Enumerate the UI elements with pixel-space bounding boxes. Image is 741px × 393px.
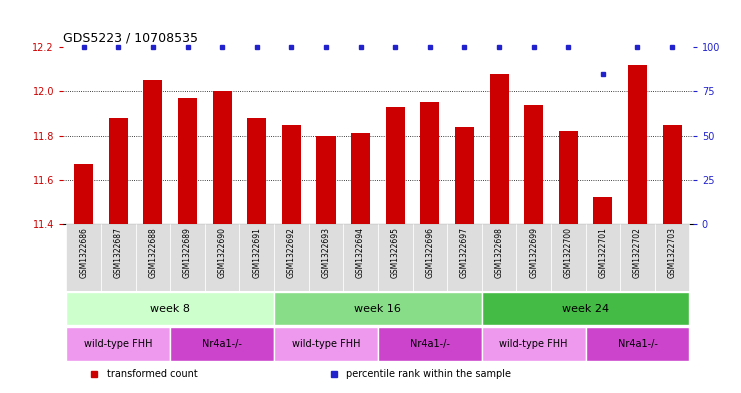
Bar <box>247 118 266 393</box>
Text: transformed count: transformed count <box>107 369 198 379</box>
Bar <box>67 327 170 361</box>
Text: GSM1322692: GSM1322692 <box>287 227 296 278</box>
Text: GSM1322691: GSM1322691 <box>252 227 262 278</box>
Bar <box>74 164 93 393</box>
Bar <box>136 224 170 291</box>
Bar <box>524 105 543 393</box>
Bar <box>413 224 447 291</box>
Text: GSM1322698: GSM1322698 <box>494 227 504 278</box>
Text: GSM1322695: GSM1322695 <box>391 227 399 278</box>
Bar <box>420 103 439 393</box>
Bar <box>309 224 343 291</box>
Bar <box>274 224 309 291</box>
Bar <box>343 224 378 291</box>
Text: GSM1322687: GSM1322687 <box>114 227 123 278</box>
Bar <box>628 65 647 393</box>
Text: week 24: week 24 <box>562 303 609 314</box>
Text: week 8: week 8 <box>150 303 190 314</box>
Text: Nr4a1-/-: Nr4a1-/- <box>410 339 450 349</box>
Bar <box>620 224 655 291</box>
Text: week 16: week 16 <box>354 303 402 314</box>
Text: percentile rank within the sample: percentile rank within the sample <box>347 369 511 379</box>
Bar <box>490 73 508 393</box>
Bar <box>559 131 578 393</box>
Bar <box>482 327 585 361</box>
Text: GSM1322693: GSM1322693 <box>322 227 330 278</box>
Bar <box>551 224 585 291</box>
Bar <box>482 224 516 291</box>
Text: wild-type FHH: wild-type FHH <box>84 339 153 349</box>
Bar <box>67 292 274 325</box>
Bar <box>585 327 689 361</box>
Bar <box>662 125 682 393</box>
Text: GSM1322700: GSM1322700 <box>564 227 573 278</box>
Bar <box>351 133 370 393</box>
Bar <box>144 80 162 393</box>
Bar <box>282 125 301 393</box>
Bar <box>378 327 482 361</box>
Text: GDS5223 / 10708535: GDS5223 / 10708535 <box>63 31 198 44</box>
Bar <box>516 224 551 291</box>
Text: wild-type FHH: wild-type FHH <box>292 339 360 349</box>
Text: GSM1322686: GSM1322686 <box>79 227 88 278</box>
Text: GSM1322694: GSM1322694 <box>356 227 365 278</box>
Bar <box>178 98 197 393</box>
Bar <box>655 224 689 291</box>
Bar <box>482 292 689 325</box>
Bar <box>447 224 482 291</box>
Bar <box>386 107 405 393</box>
Bar <box>109 118 128 393</box>
Bar <box>274 327 378 361</box>
Bar <box>239 224 274 291</box>
Text: GSM1322703: GSM1322703 <box>668 227 677 278</box>
Text: Nr4a1-/-: Nr4a1-/- <box>202 339 242 349</box>
Text: GSM1322689: GSM1322689 <box>183 227 192 278</box>
Bar <box>594 198 612 393</box>
Bar <box>170 327 274 361</box>
Bar <box>455 127 474 393</box>
Bar <box>585 224 620 291</box>
Text: GSM1322699: GSM1322699 <box>529 227 538 278</box>
Bar <box>170 224 205 291</box>
Bar <box>205 224 239 291</box>
Text: Nr4a1-/-: Nr4a1-/- <box>617 339 657 349</box>
Text: GSM1322697: GSM1322697 <box>460 227 469 278</box>
Bar <box>213 91 232 393</box>
Text: GSM1322690: GSM1322690 <box>218 227 227 278</box>
Bar <box>274 292 482 325</box>
Bar <box>316 136 336 393</box>
Text: GSM1322701: GSM1322701 <box>598 227 608 278</box>
Text: GSM1322702: GSM1322702 <box>633 227 642 278</box>
Bar <box>378 224 413 291</box>
Text: GSM1322688: GSM1322688 <box>148 227 158 278</box>
Bar <box>67 224 101 291</box>
Text: wild-type FHH: wild-type FHH <box>499 339 568 349</box>
Text: GSM1322696: GSM1322696 <box>425 227 434 278</box>
Bar <box>101 224 136 291</box>
